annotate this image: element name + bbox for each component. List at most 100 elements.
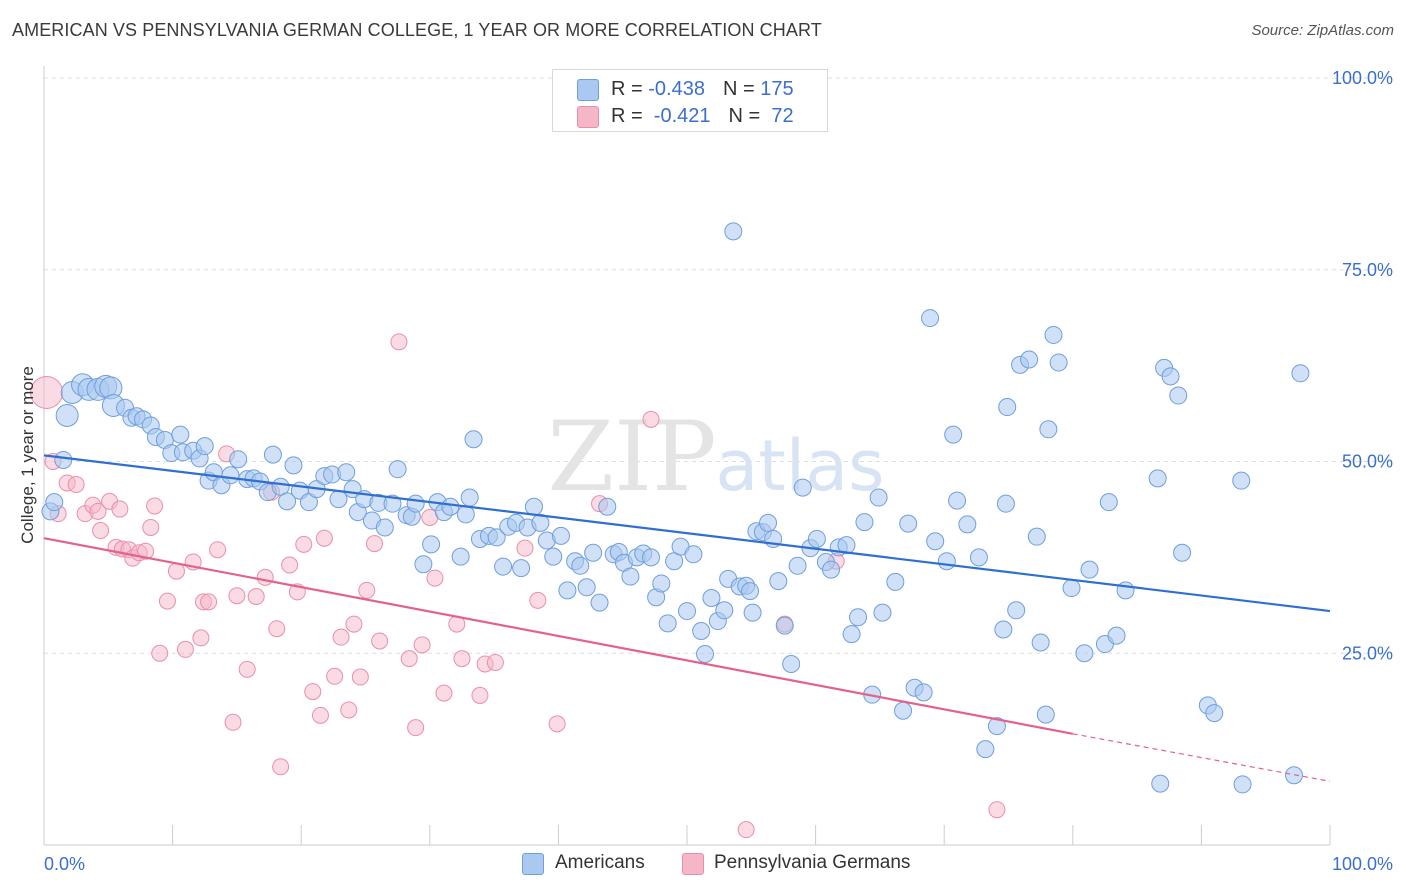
- point-americans: [524, 497, 543, 516]
- point-pennsylvania-germans: [988, 801, 1006, 819]
- pennsylvania-germans-swatch: [577, 106, 599, 128]
- point-pennsylvania-germans: [238, 660, 256, 678]
- y-tick-label: 50.0%: [1342, 452, 1393, 472]
- point-americans: [329, 490, 348, 509]
- point-americans: [1161, 367, 1180, 386]
- point-americans: [855, 513, 874, 532]
- point-pennsylvania-germans: [228, 587, 246, 605]
- point-americans: [944, 425, 963, 444]
- point-americans: [171, 425, 190, 444]
- point-pennsylvania-germans: [247, 587, 265, 605]
- point-americans: [994, 620, 1013, 639]
- point-americans: [284, 456, 303, 475]
- point-americans: [1039, 420, 1058, 439]
- point-americans: [590, 593, 609, 612]
- point-americans: [652, 574, 671, 593]
- point-pennsylvania-germans: [345, 615, 363, 633]
- point-americans: [621, 567, 640, 586]
- point-americans: [456, 505, 475, 524]
- grid-lines: [44, 77, 1394, 654]
- point-americans: [948, 491, 967, 510]
- point-americans: [598, 497, 617, 516]
- point-pennsylvania-germans: [268, 620, 286, 638]
- point-americans: [512, 559, 531, 578]
- point-americans: [1205, 704, 1224, 723]
- point-pennsylvania-germans: [326, 667, 344, 685]
- trend-line-pennsylvania-germans: [43, 537, 1074, 735]
- point-americans: [702, 589, 721, 608]
- point-pennsylvania-germans: [311, 706, 329, 724]
- point-pennsylvania-germans: [192, 629, 210, 647]
- point-americans: [1233, 775, 1252, 794]
- point-pennsylvania-germans: [111, 500, 129, 518]
- point-americans: [1080, 560, 1099, 579]
- point-pennsylvania-germans: [400, 650, 418, 668]
- point-americans: [1107, 626, 1126, 645]
- point-americans: [577, 578, 596, 597]
- point-americans: [969, 548, 988, 567]
- y-tick-label: 100.0%: [1332, 68, 1393, 88]
- point-americans: [422, 535, 441, 554]
- watermark: ZIP atlas: [547, 401, 884, 513]
- point-americans: [807, 529, 826, 548]
- trend-line-americans: [43, 454, 1331, 613]
- point-americans: [696, 645, 715, 664]
- point-americans: [658, 614, 677, 633]
- point-americans: [451, 547, 470, 566]
- point-americans: [678, 602, 696, 621]
- point-americans: [571, 556, 590, 575]
- point-americans: [1173, 543, 1192, 562]
- point-pennsylvania-germans: [167, 562, 185, 580]
- point-pennsylvania-germans: [146, 497, 164, 515]
- pennsylvania-germans-legend-label: Pennsylvania Germans: [714, 852, 911, 873]
- n-value: 72: [765, 105, 794, 127]
- point-americans: [221, 466, 240, 485]
- series-pennsylvania-germans-points: [30, 333, 1006, 839]
- point-pennsylvania-germans: [358, 581, 376, 599]
- n-label: N =: [722, 78, 761, 100]
- point-americans: [1232, 471, 1251, 490]
- point-pennsylvania-germans: [295, 535, 313, 553]
- watermark-zip: ZIP: [547, 401, 716, 513]
- point-pennsylvania-germans: [371, 632, 389, 650]
- point-americans: [926, 532, 945, 551]
- point-americans: [759, 513, 778, 532]
- point-americans: [460, 488, 479, 507]
- legend-row-pennsylvania-germans: R = -0.421 N = 72: [553, 103, 827, 131]
- point-americans: [1099, 493, 1118, 512]
- point-americans: [1007, 601, 1026, 620]
- point-americans: [1027, 527, 1046, 546]
- n-value: 175: [760, 78, 794, 100]
- point-americans: [558, 581, 577, 600]
- chart-title: AMERICAN VS PENNSYLVANIA GERMAN COLLEGE,…: [12, 20, 822, 40]
- series-legend: Americans Pennsylvania Germans: [522, 852, 942, 878]
- point-pennsylvania-germans: [137, 542, 155, 560]
- point-americans: [921, 309, 940, 328]
- y-tick-label: 25.0%: [1342, 643, 1393, 663]
- point-pennsylvania-germans: [176, 640, 194, 658]
- point-americans: [278, 492, 297, 511]
- point-americans: [494, 557, 513, 576]
- point-americans: [464, 430, 483, 449]
- point-americans: [584, 543, 603, 562]
- r-value: -0.421: [648, 105, 711, 127]
- point-americans: [1151, 774, 1170, 793]
- r-label: R =: [611, 78, 649, 100]
- point-americans: [996, 494, 1015, 513]
- point-americans: [998, 398, 1017, 417]
- n-label: N =: [728, 105, 766, 127]
- point-pennsylvania-germans: [453, 650, 471, 668]
- point-pennsylvania-germans: [89, 502, 107, 520]
- r-value: -0.438: [648, 78, 705, 100]
- point-americans: [987, 717, 1006, 736]
- americans-legend-swatch: [522, 853, 544, 875]
- point-americans: [55, 403, 79, 427]
- point-pennsylvania-germans: [486, 653, 504, 671]
- point-americans: [1036, 705, 1055, 724]
- point-americans: [937, 552, 956, 571]
- point-americans: [406, 494, 425, 513]
- y-tick-label: 75.0%: [1342, 260, 1393, 280]
- point-americans: [414, 555, 433, 574]
- point-americans: [842, 625, 861, 644]
- point-americans: [1044, 325, 1063, 344]
